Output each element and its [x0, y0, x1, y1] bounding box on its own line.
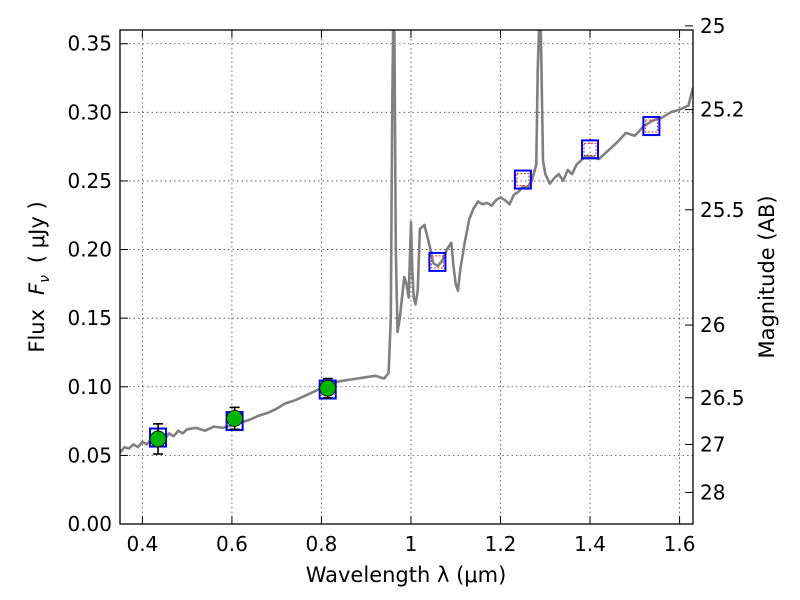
model-band-square — [642, 116, 661, 137]
y2-tick-label: 25.5 — [700, 198, 745, 222]
y2-tick-label: 28 — [700, 480, 725, 504]
y-axis-label: FluxFν( μJy ) — [25, 201, 53, 352]
y2-tick-label: 26.5 — [700, 386, 745, 410]
y-tick-label: 0.35 — [67, 32, 112, 56]
x-tick-label: 1.2 — [485, 532, 517, 556]
y2-tick-label: 27 — [700, 432, 725, 456]
model-band-square — [581, 139, 600, 160]
y2-axis-label: Magnitude (AB) — [755, 195, 779, 358]
upper-limit-square — [583, 142, 597, 156]
y2-tick-label: 26 — [700, 313, 725, 337]
y-tick-label: 0.20 — [67, 238, 112, 262]
plot-frame — [119, 29, 694, 525]
photometry-point — [149, 430, 167, 448]
model-band-square — [513, 169, 532, 190]
upper-limit-square — [430, 255, 444, 269]
x-tick-label: 1 — [405, 532, 418, 556]
y-tick-label: 0.30 — [67, 100, 112, 124]
y-tick-label: 0.10 — [67, 375, 112, 399]
y-tick-label: 0.15 — [67, 306, 112, 330]
y-tick-label: 0.25 — [67, 169, 112, 193]
y2-tick-label: 25.2 — [700, 98, 745, 122]
photometry-point — [226, 409, 244, 427]
model-band-square — [428, 251, 447, 272]
x-axis-label: Wavelength λ (μm) — [306, 563, 507, 587]
x-tick-label: 1.6 — [664, 532, 696, 556]
grid — [120, 30, 693, 524]
x-tick-label: 0.6 — [216, 532, 248, 556]
y2-tick-label: 25 — [700, 14, 725, 38]
sed-model-line — [120, 30, 693, 454]
y-tick-label: 0.05 — [67, 443, 112, 467]
upper-limit-square — [644, 119, 658, 133]
x-tick-label: 0.4 — [126, 532, 158, 556]
axis-ticks: 0.4 0.6 0.8 1 1.2 1.4 1.6 0.00 0.05 0.10 0.15 0.20 0… — [67, 14, 744, 556]
x-tick-label: 1.4 — [574, 532, 606, 556]
series-layer — [120, 30, 693, 455]
upper-limit-square — [516, 173, 530, 187]
photometry-point — [319, 379, 337, 397]
x-tick-label: 0.8 — [306, 532, 338, 556]
y-tick-label: 0.00 — [67, 512, 112, 536]
